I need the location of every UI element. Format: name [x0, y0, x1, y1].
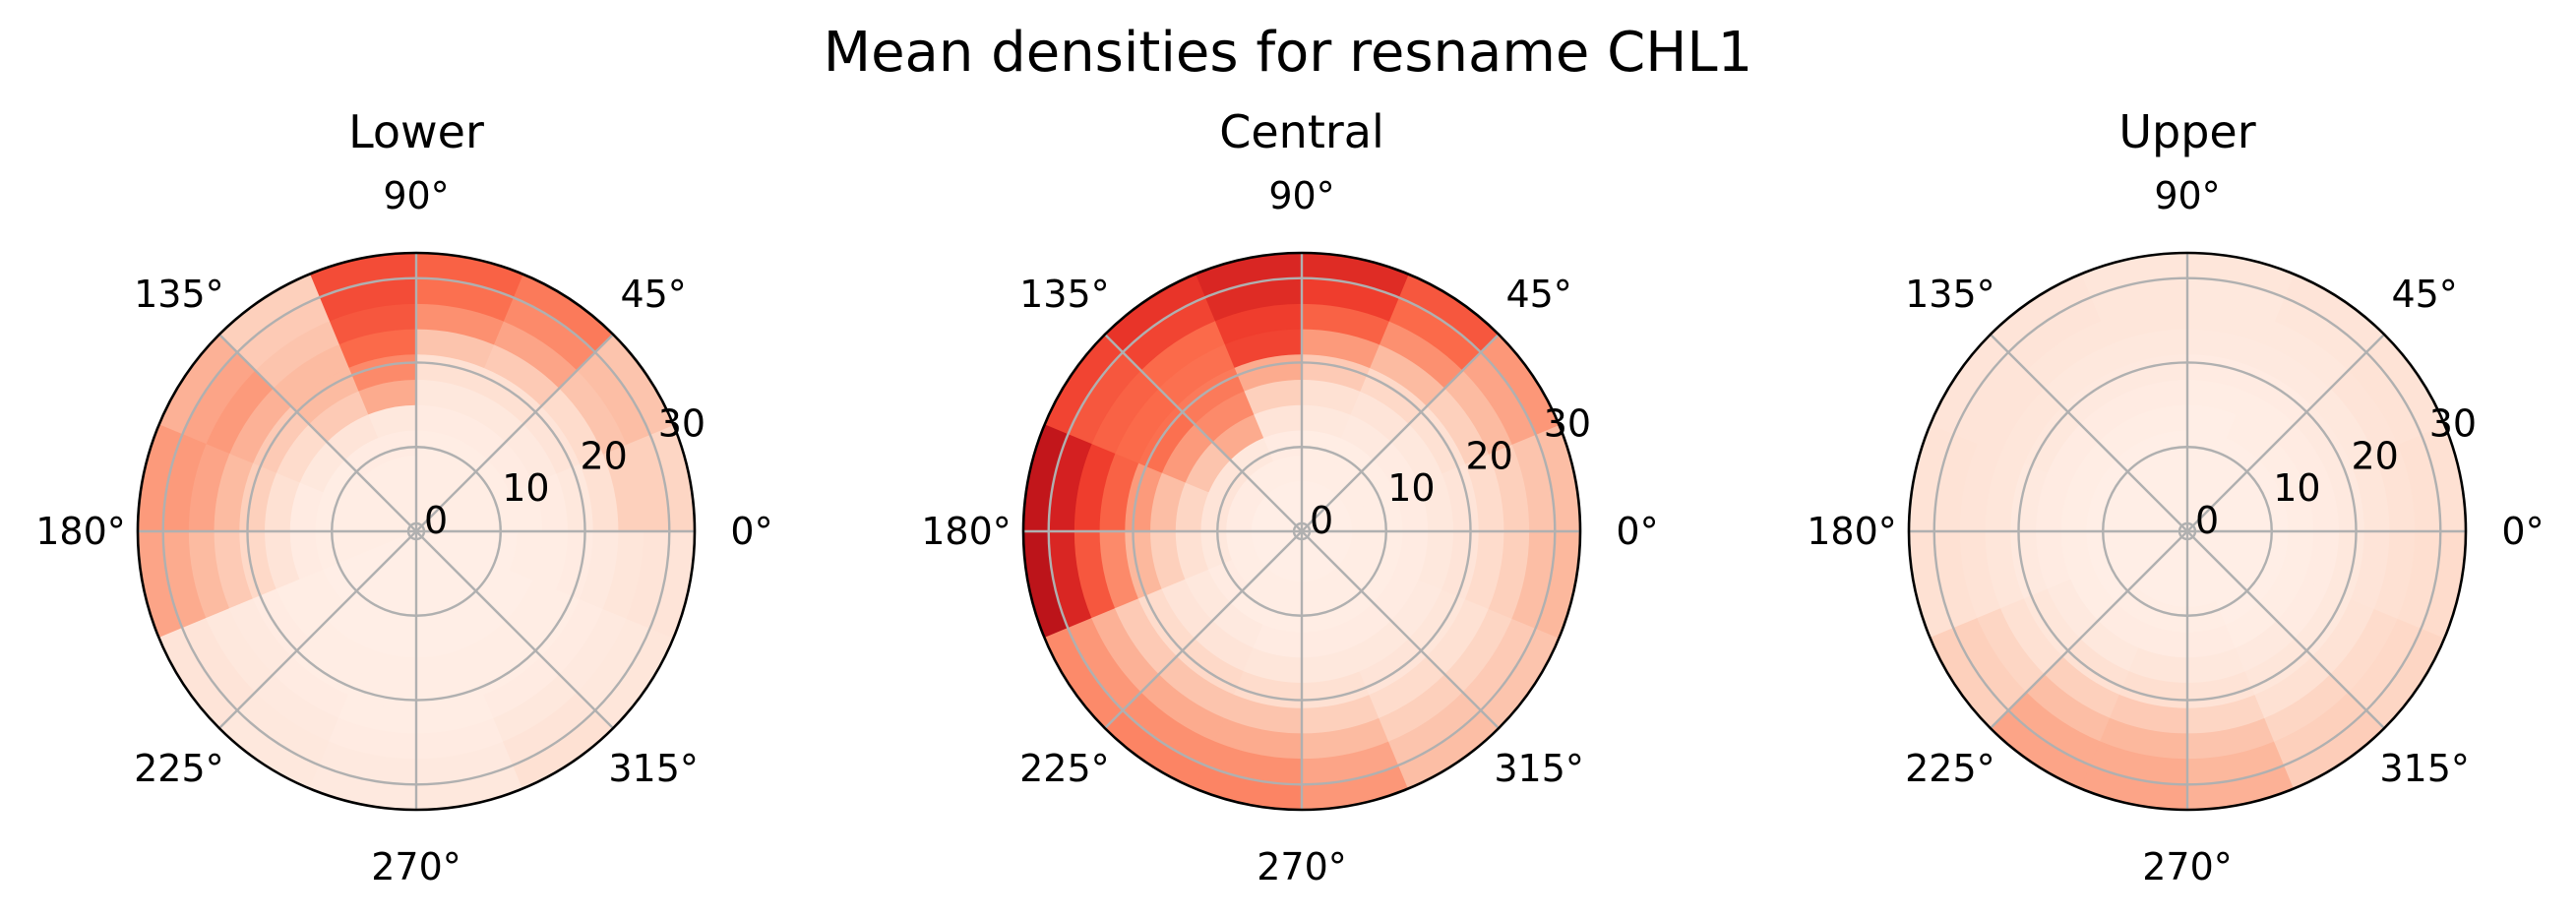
theta-tick-label: 180° — [1807, 510, 1897, 553]
theta-tick-label: 45° — [2391, 273, 2457, 316]
r-tick-label: 0 — [424, 499, 448, 542]
panel-title: Lower — [348, 105, 484, 158]
polar-grid — [1023, 253, 1580, 810]
figure-title: Mean densities for resname CHL1 — [824, 21, 1752, 85]
theta-tick-label: 180° — [921, 510, 1012, 553]
polar-panel-lower: 0° 45° 90° 135° 180° 225° 270° 315° 0 10 20 30 Lower — [35, 105, 772, 888]
theta-tick-label: 135° — [134, 273, 224, 316]
theta-tick-label: 270° — [371, 845, 461, 888]
r-tick-label: 30 — [658, 402, 705, 446]
r-tick-label: 10 — [2273, 466, 2320, 510]
theta-gridline — [1104, 530, 1303, 729]
r-gridline-zero — [2177, 521, 2197, 541]
theta-gridline — [218, 530, 417, 729]
panel-title: Upper — [2118, 105, 2255, 158]
theta-gridline — [218, 334, 417, 532]
polar-spine — [1021, 251, 1582, 812]
theta-tick-label: 90° — [2154, 174, 2220, 217]
theta-tick-label: 90° — [1268, 174, 1334, 217]
polar-grid — [138, 253, 695, 810]
theta-gridline — [415, 530, 614, 729]
r-tick-label: 20 — [1465, 434, 1512, 477]
polar-grid — [1909, 253, 2466, 810]
theta-tick-label: 0° — [1616, 510, 1658, 553]
r-tick-label: 30 — [1544, 402, 1591, 446]
r-tick-label: 10 — [1387, 466, 1435, 510]
polar-panel-central: 0° 45° 90° 135° 180° 225° 270° 315° 0 10 20 30 Centr… — [921, 105, 1658, 888]
r-tick-label: 20 — [580, 434, 627, 477]
theta-tick-label: 225° — [1019, 747, 1110, 790]
theta-tick-label: 180° — [35, 510, 126, 553]
heatmap-cells — [1022, 252, 1581, 811]
theta-gridline — [415, 334, 614, 532]
theta-gridline — [1990, 334, 2188, 532]
theta-tick-label: 0° — [730, 510, 772, 553]
theta-tick-label: 270° — [1257, 845, 1347, 888]
r-tick-label: 20 — [2351, 434, 2398, 477]
theta-gridline — [2186, 334, 2385, 532]
theta-gridline — [1301, 334, 1500, 532]
theta-tick-label: 225° — [134, 747, 224, 790]
heatmap-cells — [137, 252, 696, 811]
theta-tick-label: 315° — [2379, 747, 2470, 790]
theta-tick-label: 90° — [383, 174, 449, 217]
theta-gridline — [1104, 334, 1303, 532]
theta-tick-label: 0° — [2501, 510, 2544, 553]
polar-spine — [136, 251, 697, 812]
theta-tick-label: 270° — [2142, 845, 2233, 888]
theta-tick-label: 45° — [1505, 273, 1571, 316]
panel-title: Central — [1219, 105, 1384, 158]
theta-gridline — [1301, 530, 1500, 729]
r-gridline-zero — [406, 521, 426, 541]
theta-tick-label: 225° — [1905, 747, 1995, 790]
polar-panel-upper: 0° 45° 90° 135° 180° 225° 270° 315° 0 10 20 30 Upper — [1807, 105, 2544, 888]
theta-tick-label: 135° — [1905, 273, 1995, 316]
r-tick-label: 10 — [502, 466, 549, 510]
polar-spine — [1907, 251, 2468, 812]
r-tick-label: 0 — [1310, 499, 1333, 542]
theta-tick-label: 135° — [1019, 273, 1110, 316]
r-tick-label: 0 — [2195, 499, 2219, 542]
theta-tick-label: 45° — [620, 273, 686, 316]
r-gridline-zero — [1292, 521, 1312, 541]
theta-gridline — [1990, 530, 2188, 729]
theta-tick-label: 315° — [608, 747, 699, 790]
r-tick-label: 30 — [2429, 402, 2477, 446]
theta-gridline — [2186, 530, 2385, 729]
theta-tick-label: 315° — [1494, 747, 1584, 790]
